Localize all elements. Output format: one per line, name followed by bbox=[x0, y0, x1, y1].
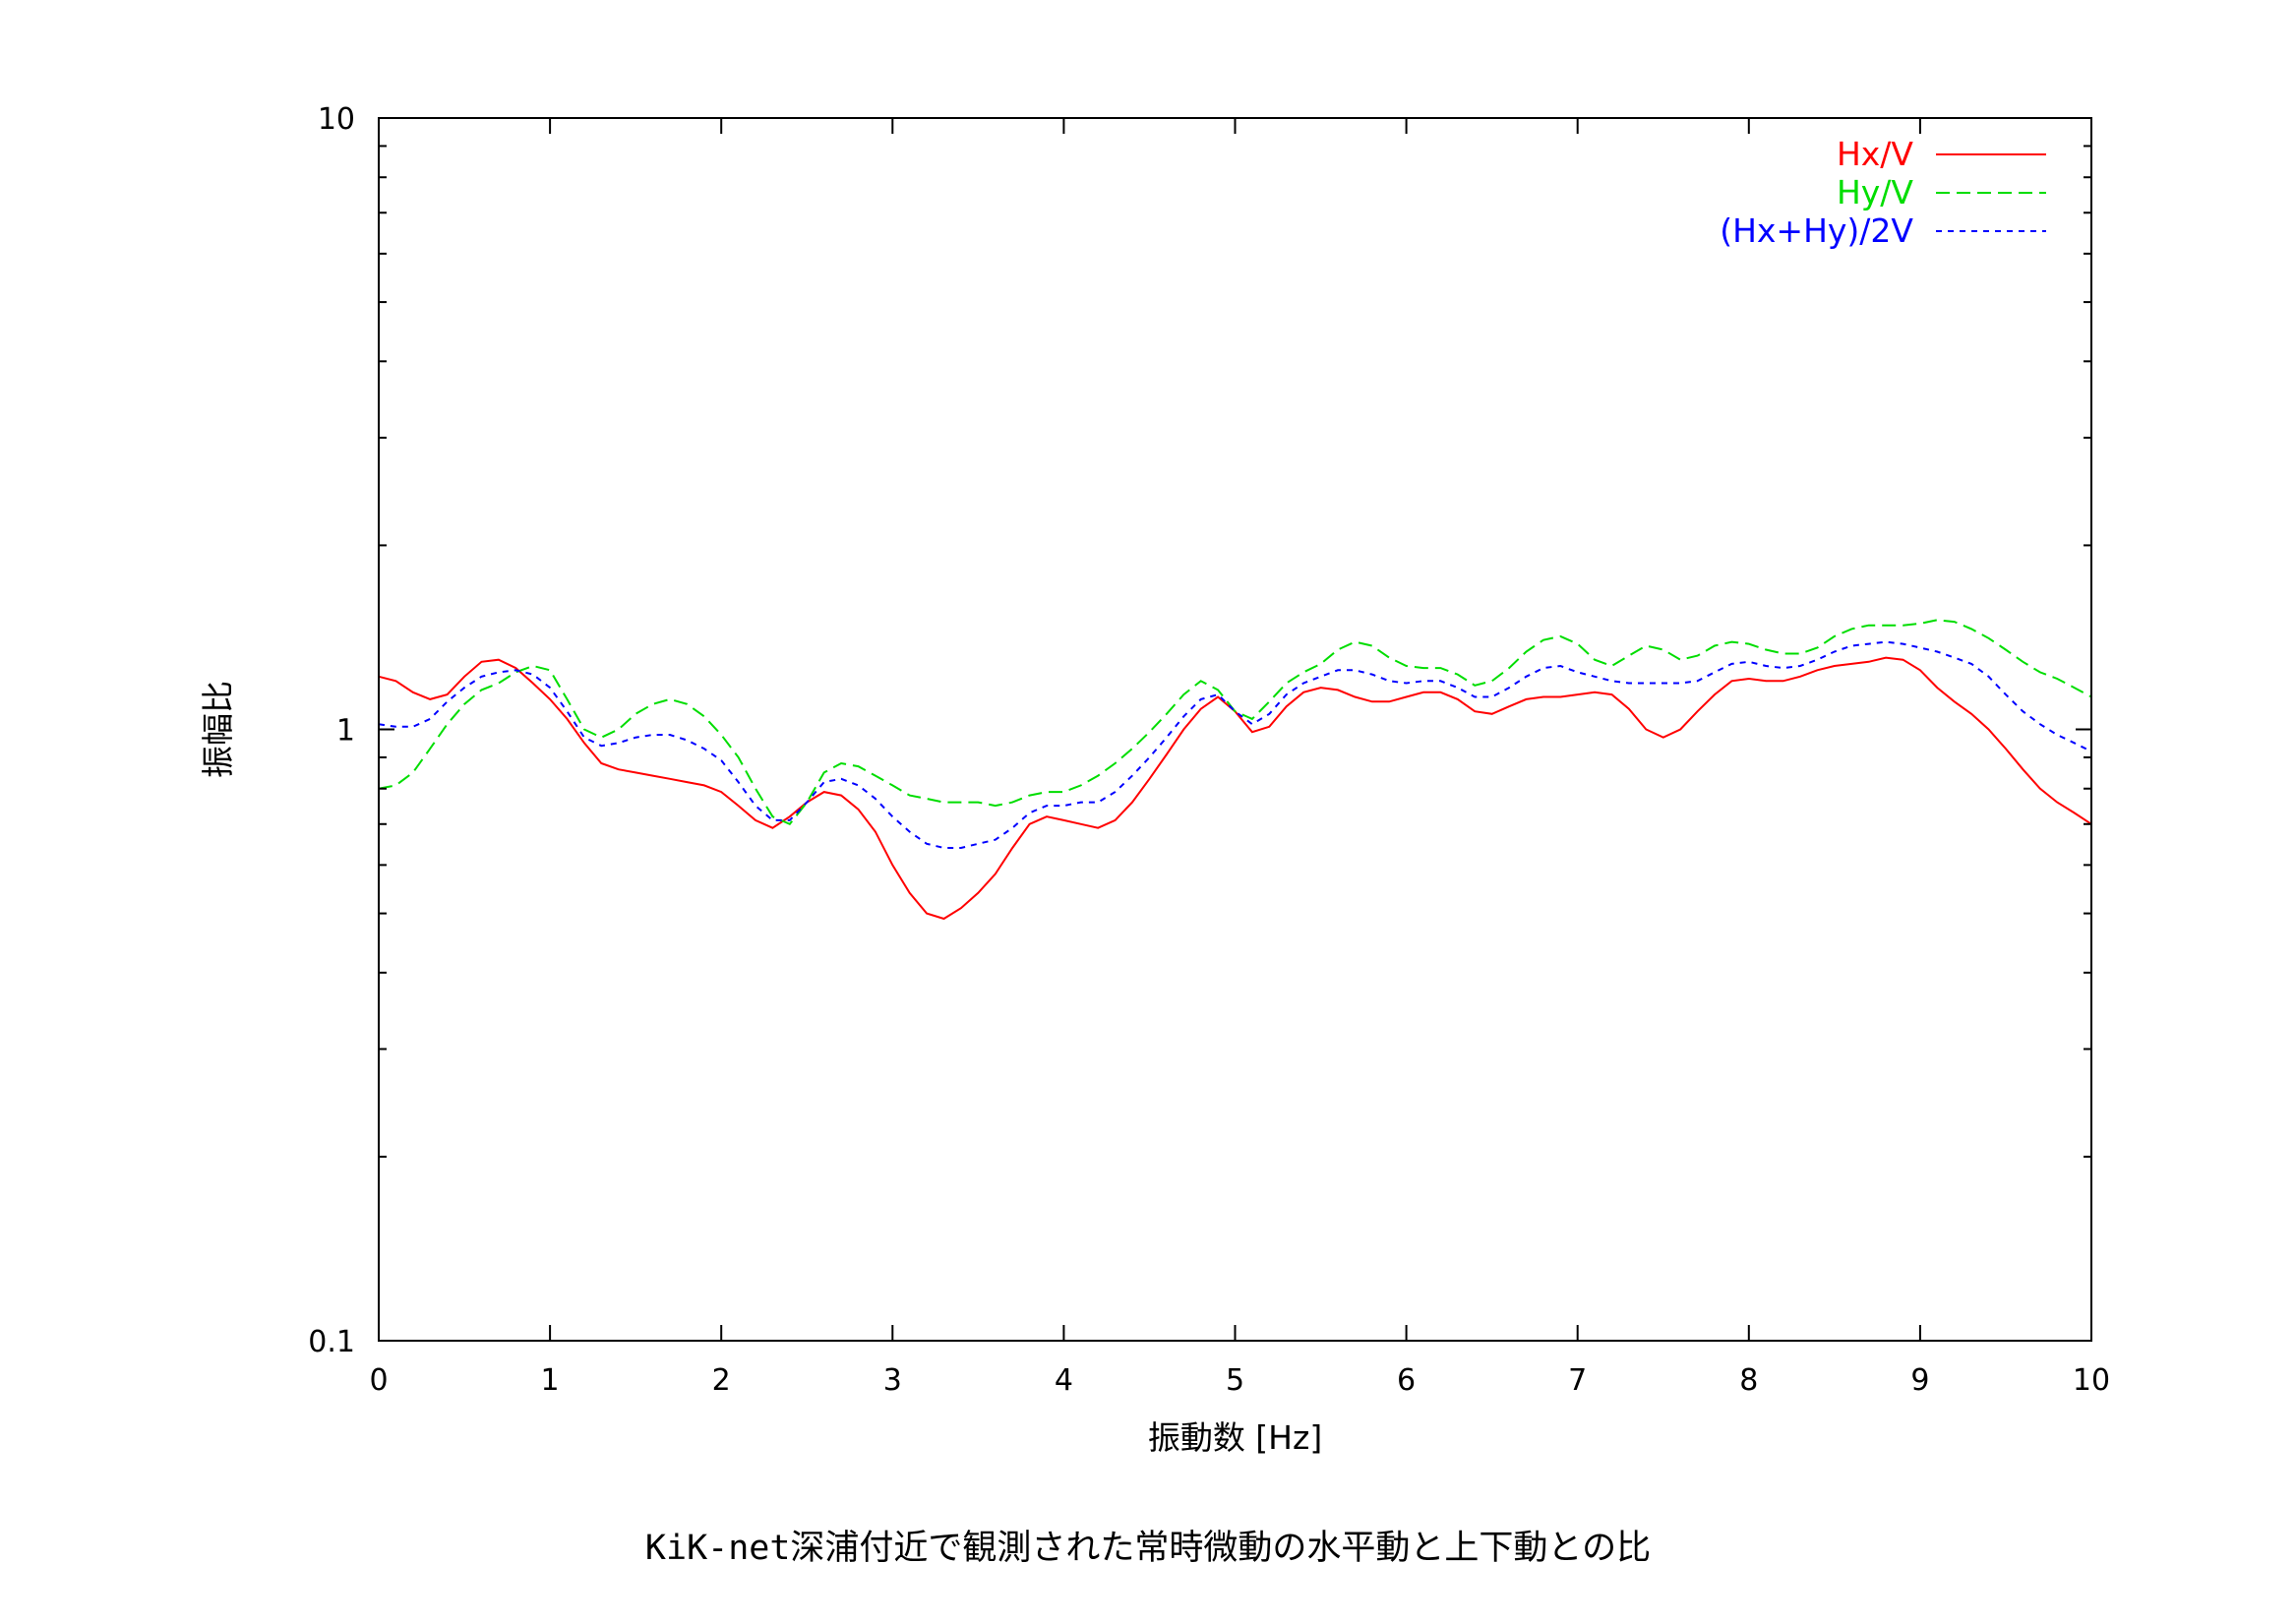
x-tick-label: 1 bbox=[541, 1363, 560, 1398]
x-tick-label: 10 bbox=[2073, 1363, 2110, 1398]
x-tick-label: 7 bbox=[1568, 1363, 1587, 1398]
x-tick-label: 4 bbox=[1055, 1363, 1073, 1398]
series-layer bbox=[378, 619, 2092, 921]
figure-caption: KiK-net深浦付近で観測された常時微動の水平動と上下動との比 bbox=[644, 1529, 1652, 1568]
series-line-1 bbox=[378, 656, 2092, 921]
x-tick-label: 9 bbox=[1910, 1363, 1929, 1398]
legend-label-2: Hy/V bbox=[1837, 173, 1913, 211]
x-tick-label: 2 bbox=[712, 1363, 731, 1398]
x-tick-label: 8 bbox=[1739, 1363, 1758, 1398]
series-line-3 bbox=[378, 640, 2092, 849]
x-tick-label: 0 bbox=[369, 1363, 388, 1398]
legend-label-1: Hx/V bbox=[1837, 135, 1913, 173]
legend: Hx/VHy/V(Hx+Hy)/2V bbox=[1720, 135, 2046, 250]
y-axis-title: 振幅比 bbox=[199, 681, 237, 778]
legend-label-3: (Hx+Hy)/2V bbox=[1720, 211, 1913, 250]
y-tick-label: 0.1 bbox=[308, 1325, 355, 1359]
x-tick-label: 6 bbox=[1397, 1363, 1416, 1398]
plot-frame bbox=[378, 117, 2092, 1342]
x-tick-label: 3 bbox=[883, 1363, 902, 1398]
ticklabel-layer: 0 1 2 3 4 5 6 7 8 9 10 0.1 1 10 bbox=[308, 102, 2110, 1398]
y-tick-label: 10 bbox=[318, 102, 355, 137]
y-tick-label: 1 bbox=[336, 714, 355, 749]
x-tick-label: 5 bbox=[1226, 1363, 1244, 1398]
series-line-2 bbox=[378, 619, 2092, 826]
ticks-layer bbox=[378, 117, 2092, 1342]
x-axis-title: 振動数 [Hz] bbox=[1148, 1418, 1322, 1457]
